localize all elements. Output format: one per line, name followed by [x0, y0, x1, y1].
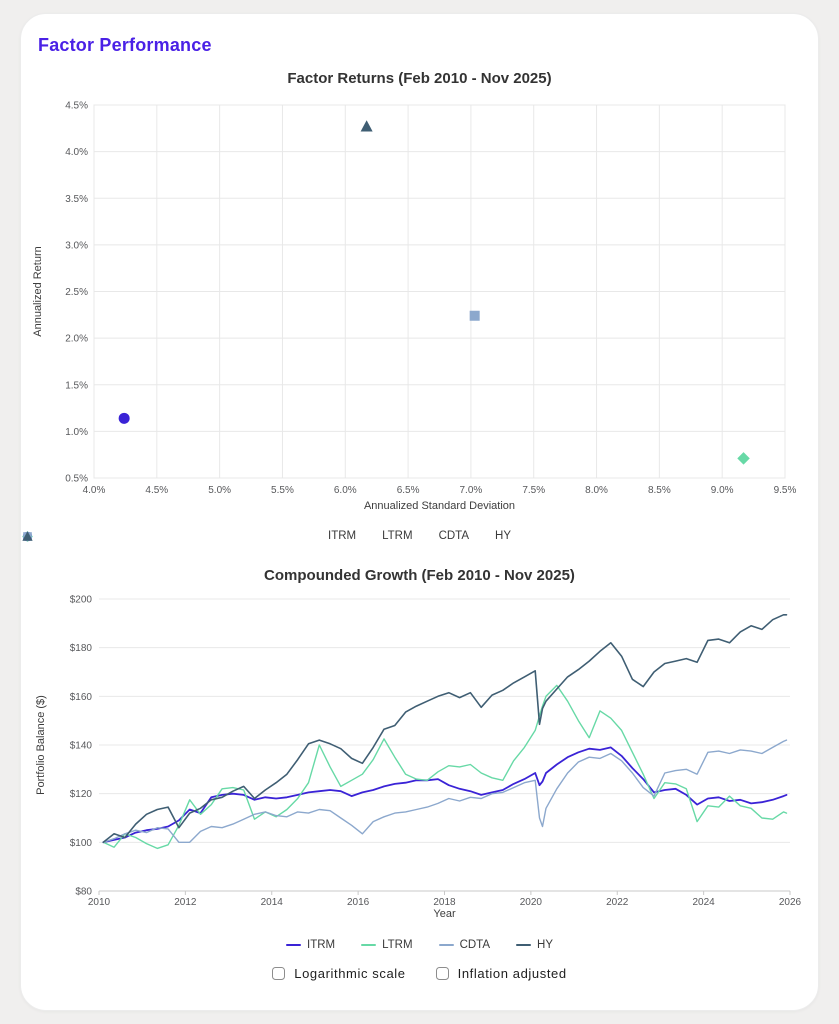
inflation-adjusted-option[interactable]: Inflation adjusted: [435, 966, 567, 981]
scatter-x-axis-label: Annualized Standard Deviation: [364, 500, 515, 512]
inflation-adjusted-label: Inflation adjusted: [457, 966, 567, 981]
y-tick-label: 2.0%: [65, 334, 88, 345]
x-tick-label: 8.0%: [585, 485, 608, 496]
y-tick-label: $100: [70, 838, 93, 849]
legend-item-cdta[interactable]: CDTA: [23, 530, 470, 542]
x-tick-label: 2014: [261, 897, 284, 908]
legend-item-hy[interactable]: HY: [516, 939, 553, 951]
x-tick-label: 6.5%: [397, 485, 420, 496]
y-tick-label: 3.5%: [65, 194, 88, 205]
logarithmic-scale-label: Logarithmic scale: [294, 966, 406, 981]
scatter-chart-legend: ITRM LTRM CDTA HY: [21, 530, 818, 542]
ltrm-line-swatch-icon: [361, 943, 377, 947]
factor-performance-card: Factor Performance 4.0% 4.5% 5.0% 5.5% 6.0% 6…: [20, 13, 819, 1011]
scatter-point-hy[interactable]: [360, 120, 373, 132]
y-tick-label: 1.5%: [65, 380, 88, 391]
legend-marker-hy[interactable]: [22, 530, 33, 541]
legend-item-ltrm[interactable]: LTRM: [22, 530, 413, 542]
line-y-axis-label: Portfolio Balance ($): [35, 695, 47, 795]
scatter-point-itrm[interactable]: [118, 412, 130, 424]
line-chart-legend: ITRM LTRM CDTA HY: [21, 939, 818, 951]
y-tick-label: 2.5%: [65, 287, 88, 298]
cdta-line-swatch-icon: [438, 943, 454, 947]
legend-label: ITRM: [328, 530, 357, 542]
x-tick-label: 2012: [174, 897, 197, 908]
x-tick-label: 2024: [693, 897, 716, 908]
y-tick-label: 4.5%: [65, 101, 88, 112]
line-chart-title: Compounded Growth (Feb 2010 - Nov 2025): [264, 567, 575, 584]
line-x-axis-label: Year: [433, 908, 456, 920]
logarithmic-scale-checkbox[interactable]: [272, 967, 286, 980]
scatter-point-cdta[interactable]: [469, 310, 480, 321]
x-tick-label: 4.5%: [145, 485, 168, 496]
legend-item-cdta[interactable]: CDTA: [438, 939, 491, 951]
y-tick-label: 1.0%: [65, 427, 88, 438]
x-tick-label: 8.5%: [648, 485, 671, 496]
scatter-point-ltrm[interactable]: [737, 452, 750, 465]
legend-item-ltrm[interactable]: LTRM: [361, 939, 413, 951]
x-tick-label: 9.0%: [711, 485, 734, 496]
x-tick-label: 2022: [606, 897, 629, 908]
y-tick-label: $160: [70, 692, 93, 703]
x-tick-label: 2026: [779, 897, 802, 908]
y-tick-label: $180: [70, 643, 93, 654]
legend-label: CDTA: [459, 939, 491, 951]
legend-label: ITRM: [307, 939, 336, 951]
y-tick-label: 3.0%: [65, 240, 88, 251]
legend-label: LTRM: [382, 939, 413, 951]
legend-label: HY: [537, 939, 553, 951]
line-series-itrm[interactable]: [102, 746, 788, 844]
plot-border: [93, 104, 786, 479]
chart-options: Logarithmic scale Inflation adjusted: [21, 966, 818, 981]
x-tick-label: 7.5%: [522, 485, 545, 496]
legend-label: HY: [495, 530, 511, 542]
logarithmic-scale-option[interactable]: Logarithmic scale: [272, 966, 405, 981]
legend-item-itrm[interactable]: ITRM: [286, 939, 335, 951]
y-tick-label: 0.5%: [65, 474, 88, 485]
scatter-y-axis-label: Annualized Return: [32, 246, 44, 337]
legend-item-itrm[interactable]: ITRM: [22, 530, 357, 542]
line-series-cdta[interactable]: [102, 739, 788, 843]
y-tick-label: 4.0%: [65, 147, 88, 158]
y-tick-label: $140: [70, 741, 93, 752]
x-tick-label: 2018: [433, 897, 456, 908]
x-tick-label: 9.5%: [774, 485, 797, 496]
x-tick-label: 6.0%: [334, 485, 357, 496]
x-tick-label: 2010: [88, 897, 111, 908]
x-tick-label: 4.0%: [83, 485, 106, 496]
itrm-line-swatch-icon: [286, 943, 301, 947]
x-tick-label: 2016: [347, 897, 370, 908]
y-tick-label: $80: [75, 887, 92, 898]
hy-line-swatch-icon: [516, 943, 532, 947]
factor-returns-scatter-chart[interactable]: 4.0% 4.5% 5.0% 5.5% 6.0% 6.5% 7.0% 7.5% 8.0% 8.5%…: [21, 64, 818, 524]
scatter-chart-title: Factor Returns (Feb 2010 - Nov 2025): [287, 70, 551, 87]
x-tick-label: 7.0%: [460, 485, 483, 496]
page-title: Factor Performance: [38, 35, 212, 55]
inflation-adjusted-checkbox[interactable]: [435, 967, 449, 980]
y-tick-label: $200: [70, 595, 93, 606]
line-series-hy[interactable]: [102, 613, 788, 844]
hy-marker-icon: [22, 530, 33, 541]
legend-item-hy[interactable]: HY: [22, 530, 511, 542]
x-tick-label: 2020: [520, 897, 543, 908]
y-tick-label: $120: [70, 789, 93, 800]
legend-label: LTRM: [382, 530, 413, 542]
x-tick-label: 5.5%: [271, 485, 294, 496]
line-series-ltrm[interactable]: [102, 684, 788, 850]
compounded-growth-line-chart[interactable]: $80 $100 $120 $140 $160 $180 $200 2010 2012 2014 2…: [21, 564, 818, 924]
x-tick-label: 5.0%: [208, 485, 231, 496]
legend-label: CDTA: [438, 530, 470, 542]
